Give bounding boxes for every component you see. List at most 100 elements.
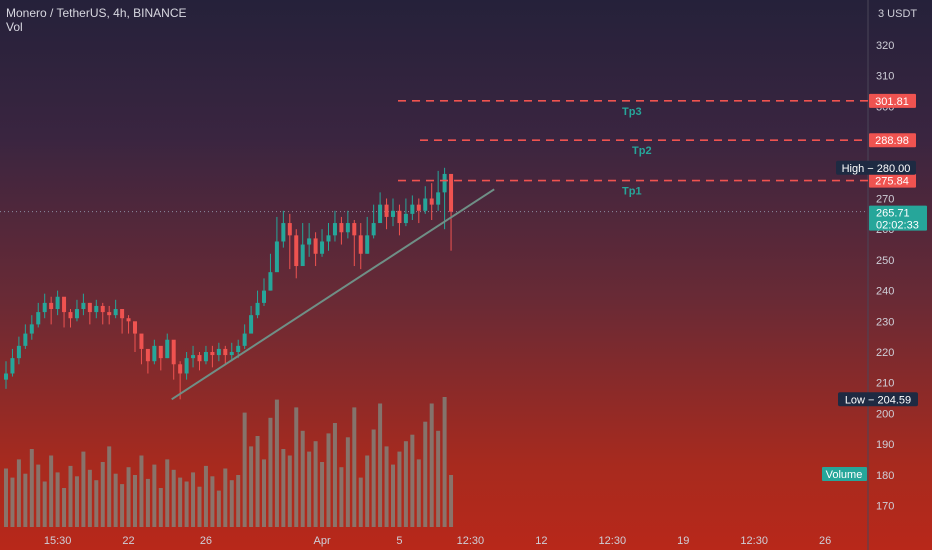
candle-body bbox=[145, 348, 150, 362]
last-price-badge bbox=[869, 205, 927, 231]
volume-bar bbox=[352, 407, 357, 527]
volume-bar bbox=[139, 455, 144, 527]
volume-bar bbox=[100, 462, 105, 527]
candle-body bbox=[203, 352, 208, 362]
volume-bar bbox=[365, 455, 370, 527]
y-tick-label: 240 bbox=[876, 286, 894, 298]
volume-bar bbox=[68, 465, 73, 527]
y-tick-label: 220 bbox=[876, 347, 894, 359]
candle-body bbox=[152, 345, 157, 362]
candle-body bbox=[94, 305, 99, 313]
candle-body bbox=[320, 241, 325, 254]
volume-bar bbox=[249, 446, 254, 527]
volume-bar bbox=[16, 459, 21, 527]
y-tick-label: 200 bbox=[876, 408, 894, 420]
candle-body bbox=[229, 352, 234, 356]
volume-bar bbox=[429, 403, 434, 527]
candle-body bbox=[410, 204, 415, 214]
volume-bar bbox=[29, 449, 34, 527]
volume-bar bbox=[203, 465, 208, 527]
low-marker-text: Low − 204.59 bbox=[845, 394, 911, 406]
y-tick-label: 310 bbox=[876, 71, 894, 83]
volume-bar bbox=[391, 464, 395, 527]
volume-bar bbox=[236, 475, 241, 527]
currency-label: 3 USDT bbox=[878, 8, 917, 20]
candle-body bbox=[62, 296, 67, 313]
volume-bar bbox=[74, 476, 79, 527]
candle-body bbox=[49, 302, 54, 310]
candle-body bbox=[68, 312, 73, 319]
volume-bar bbox=[339, 467, 344, 527]
symbol-title: Monero / TetherUS, 4h, BINANCE bbox=[6, 6, 187, 20]
candle-body bbox=[352, 223, 357, 236]
candle-body bbox=[255, 302, 260, 316]
candle-body bbox=[74, 309, 79, 319]
candle-body bbox=[287, 223, 292, 236]
candle-body bbox=[332, 223, 337, 236]
candle-body bbox=[171, 339, 176, 365]
level-price-text: 301.81 bbox=[875, 96, 909, 108]
candle-body bbox=[216, 348, 221, 356]
candle-body bbox=[397, 210, 402, 224]
candle-body bbox=[165, 339, 170, 359]
volume-bar bbox=[294, 407, 299, 527]
candle-body bbox=[384, 204, 389, 217]
candle-body bbox=[10, 358, 15, 374]
volume-bar bbox=[126, 467, 131, 527]
y-tick-label: 270 bbox=[876, 194, 894, 206]
x-tick-label: 12:30 bbox=[740, 535, 768, 547]
candle-body bbox=[391, 210, 395, 217]
volume-bar bbox=[371, 429, 376, 527]
target-level-label: Tp2 bbox=[632, 145, 652, 157]
candle-body bbox=[87, 302, 92, 313]
volume-bar bbox=[281, 449, 286, 527]
volume-badge bbox=[822, 467, 867, 481]
y-tick-label: 180 bbox=[876, 470, 894, 482]
volume-bar bbox=[403, 441, 408, 527]
candle-body bbox=[358, 235, 363, 254]
candle-body bbox=[429, 198, 434, 205]
volume-bar bbox=[152, 464, 157, 527]
volume-bar bbox=[210, 476, 215, 527]
x-tick-label: 22 bbox=[122, 535, 134, 547]
volume-bar bbox=[332, 423, 337, 527]
volume-bar bbox=[223, 468, 228, 527]
candle-body bbox=[23, 333, 28, 346]
volume-bar bbox=[397, 451, 402, 527]
candle-body bbox=[191, 355, 196, 359]
candle-body bbox=[300, 244, 305, 267]
volume-bar bbox=[197, 486, 202, 527]
x-tick-label: 26 bbox=[819, 535, 831, 547]
candle-body bbox=[36, 312, 41, 325]
volume-bar bbox=[184, 481, 189, 527]
y-tick-label: 170 bbox=[876, 501, 894, 513]
candle-body bbox=[268, 272, 273, 291]
volume-bar bbox=[345, 437, 350, 527]
low-marker-badge bbox=[838, 392, 918, 407]
candle-body bbox=[133, 321, 137, 334]
candle-body bbox=[158, 345, 163, 359]
volume-bar bbox=[158, 488, 163, 527]
volume-bar bbox=[62, 488, 67, 527]
candle-body bbox=[449, 173, 454, 212]
candle-body bbox=[223, 348, 228, 356]
candle-body bbox=[326, 235, 331, 242]
candle-body bbox=[403, 213, 408, 224]
volume-bar bbox=[42, 481, 47, 527]
volume-bar bbox=[81, 451, 86, 527]
y-tick-label: 190 bbox=[876, 439, 894, 451]
volume-bar bbox=[120, 484, 125, 527]
target-level-label: Tp3 bbox=[622, 106, 642, 118]
volume-bar bbox=[107, 446, 112, 527]
volume-bar bbox=[416, 459, 421, 527]
volume-bar bbox=[191, 472, 196, 527]
y-tick-label: 230 bbox=[876, 316, 894, 328]
high-marker-text: High − 280.00 bbox=[842, 163, 911, 175]
volume-bar bbox=[274, 399, 279, 527]
volume-bar bbox=[216, 490, 221, 527]
level-price-text: 288.98 bbox=[875, 135, 909, 147]
volume-bar bbox=[320, 462, 325, 527]
candle-body bbox=[4, 373, 8, 380]
